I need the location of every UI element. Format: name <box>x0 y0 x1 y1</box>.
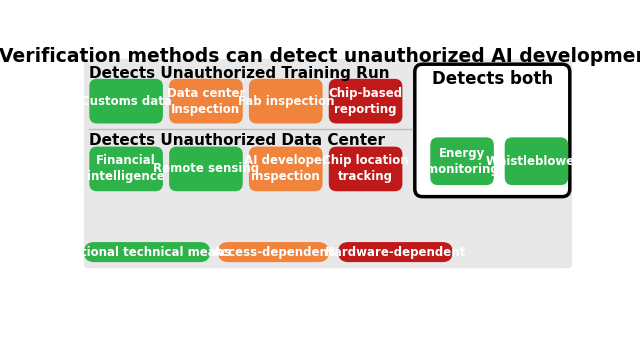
FancyBboxPatch shape <box>415 64 570 196</box>
Text: Data center
Inspection: Data center Inspection <box>167 87 245 116</box>
Text: Detects both: Detects both <box>432 70 553 88</box>
FancyBboxPatch shape <box>249 147 323 191</box>
FancyBboxPatch shape <box>169 147 243 191</box>
Text: Whistleblowers: Whistleblowers <box>485 155 588 168</box>
FancyBboxPatch shape <box>84 59 572 268</box>
FancyBboxPatch shape <box>505 138 568 185</box>
FancyBboxPatch shape <box>218 242 329 262</box>
FancyBboxPatch shape <box>90 147 163 191</box>
Text: Access-dependent: Access-dependent <box>212 246 334 259</box>
Text: AI developer
inspection: AI developer inspection <box>244 154 328 184</box>
FancyBboxPatch shape <box>169 79 243 124</box>
Text: Hardware-dependent: Hardware-dependent <box>325 246 466 259</box>
Text: Chip-based
reporting: Chip-based reporting <box>328 87 403 116</box>
FancyBboxPatch shape <box>338 242 452 262</box>
Text: Energy
monitoring: Energy monitoring <box>426 147 499 176</box>
FancyBboxPatch shape <box>329 147 403 191</box>
Text: Detects Unauthorized Training Run: Detects Unauthorized Training Run <box>90 66 390 81</box>
Text: Remote sensing: Remote sensing <box>153 162 259 176</box>
Text: Detects Unauthorized Data Center: Detects Unauthorized Data Center <box>90 133 385 148</box>
Text: Chip location
tracking: Chip location tracking <box>323 154 409 184</box>
Text: National technical means: National technical means <box>63 246 231 259</box>
Text: Fab inspection: Fab inspection <box>237 95 334 108</box>
FancyBboxPatch shape <box>90 79 163 124</box>
Text: Customs data: Customs data <box>81 95 172 108</box>
FancyBboxPatch shape <box>329 79 403 124</box>
Text: Verification methods can detect unauthorized AI development: Verification methods can detect unauthor… <box>0 46 640 66</box>
FancyBboxPatch shape <box>430 138 494 185</box>
FancyBboxPatch shape <box>249 79 323 124</box>
Text: Financial
intelligence: Financial intelligence <box>87 154 165 184</box>
FancyBboxPatch shape <box>84 242 210 262</box>
